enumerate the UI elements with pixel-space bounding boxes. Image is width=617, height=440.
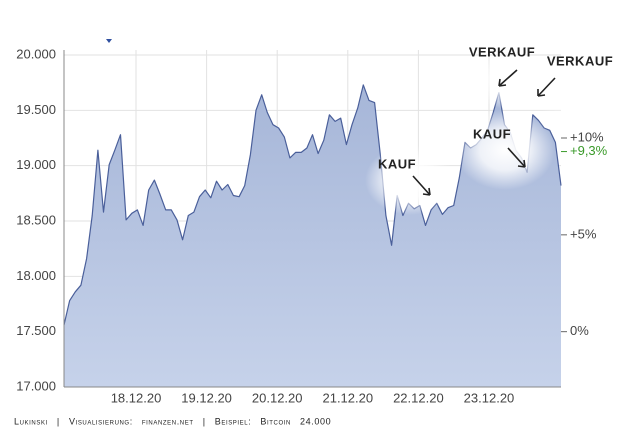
x-tick-label: 20.12.20	[252, 390, 303, 405]
y-tick-label: 18.500	[16, 212, 56, 227]
x-tick-label: 19.12.20	[181, 390, 232, 405]
marker	[106, 39, 112, 43]
y-tick-label: 17.000	[16, 378, 56, 393]
y2-marker-label: +9,3%	[570, 143, 608, 158]
arrows	[412, 69, 556, 196]
y-tick-label: 19.000	[16, 157, 56, 172]
annotation: VERKAUF	[469, 44, 535, 59]
x-tick-label: 22.12.20	[393, 390, 444, 405]
x-tick-label: 18.12.20	[111, 390, 162, 405]
annotation: KAUF	[378, 156, 416, 171]
y-tick-label: 20.000	[16, 46, 56, 61]
y2-tick-label: 0%	[570, 323, 589, 338]
footer: Lukinski | Visualisierung: finanzen.net …	[14, 416, 331, 426]
x-tick-label: 21.12.20	[322, 390, 373, 405]
x-tick-label: 23.12.20	[464, 390, 515, 405]
y2-tick-label: +5%	[570, 226, 597, 241]
y-tick-label: 17.500	[16, 323, 56, 338]
annotation: VERKAUF	[547, 53, 613, 68]
area	[64, 84, 561, 388]
annotation: KAUF	[473, 126, 511, 141]
y-tick-label: 18.000	[16, 268, 56, 283]
highlights	[365, 50, 595, 215]
y2-tick-label: +10%	[570, 129, 604, 144]
y-tick-label: 19.500	[16, 102, 56, 117]
